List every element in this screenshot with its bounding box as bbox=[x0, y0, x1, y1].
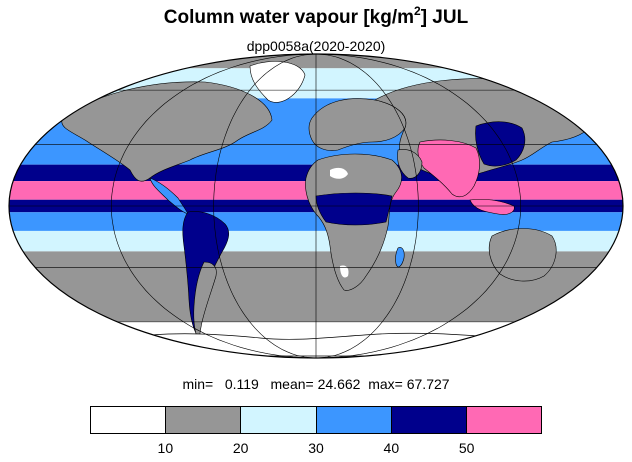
colorbar-tick-label: 30 bbox=[308, 440, 324, 456]
globe-outline bbox=[8, 53, 624, 359]
colorbar-swatch-2 bbox=[241, 407, 317, 433]
mean-label: mean= bbox=[270, 376, 314, 392]
colorbar-swatch-4 bbox=[391, 407, 467, 433]
greenland bbox=[249, 61, 306, 103]
colorbar-swatch-3 bbox=[316, 407, 392, 433]
colorbar-swatch-5 bbox=[466, 407, 542, 433]
colorbar-tick-label: 10 bbox=[157, 440, 174, 456]
max-value: 67.727 bbox=[406, 376, 450, 392]
south-asia bbox=[417, 139, 480, 198]
mean-value: 24.662 bbox=[317, 376, 361, 392]
title-suffix: ] JUL bbox=[420, 7, 469, 28]
chart-title: Column water vapour [kg/m2] JUL bbox=[0, 4, 632, 30]
title-text: Column water vapour [kg/m bbox=[163, 7, 414, 28]
australia bbox=[488, 228, 557, 282]
east-asia bbox=[475, 121, 526, 167]
colorbar-tick-label: 20 bbox=[232, 440, 249, 456]
africa-tropics bbox=[315, 192, 393, 226]
dry-patch-namib bbox=[340, 265, 349, 278]
colorbar-tick-label: 50 bbox=[458, 440, 475, 456]
north-america bbox=[61, 81, 273, 182]
min-label: min= bbox=[182, 376, 214, 392]
new-zealand bbox=[583, 281, 593, 298]
colorbar-swatch-0 bbox=[91, 407, 167, 433]
graticule bbox=[9, 53, 623, 359]
madagascar bbox=[395, 247, 405, 268]
colorbar-swatch-1 bbox=[166, 407, 242, 433]
max-label: max= bbox=[368, 376, 403, 392]
colorbar bbox=[90, 406, 542, 434]
colorbar-tick-label: 40 bbox=[383, 440, 400, 456]
statistics-line: min= 0.119 mean= 24.662 max= 67.727 bbox=[0, 376, 632, 392]
title-superscript: 2 bbox=[414, 4, 421, 18]
indonesia bbox=[469, 198, 515, 215]
dry-patch-sahara bbox=[330, 167, 348, 179]
min-value: 0.119 bbox=[224, 376, 259, 392]
chart-subtitle: dpp0058a(2020-2020) bbox=[246, 38, 386, 54]
